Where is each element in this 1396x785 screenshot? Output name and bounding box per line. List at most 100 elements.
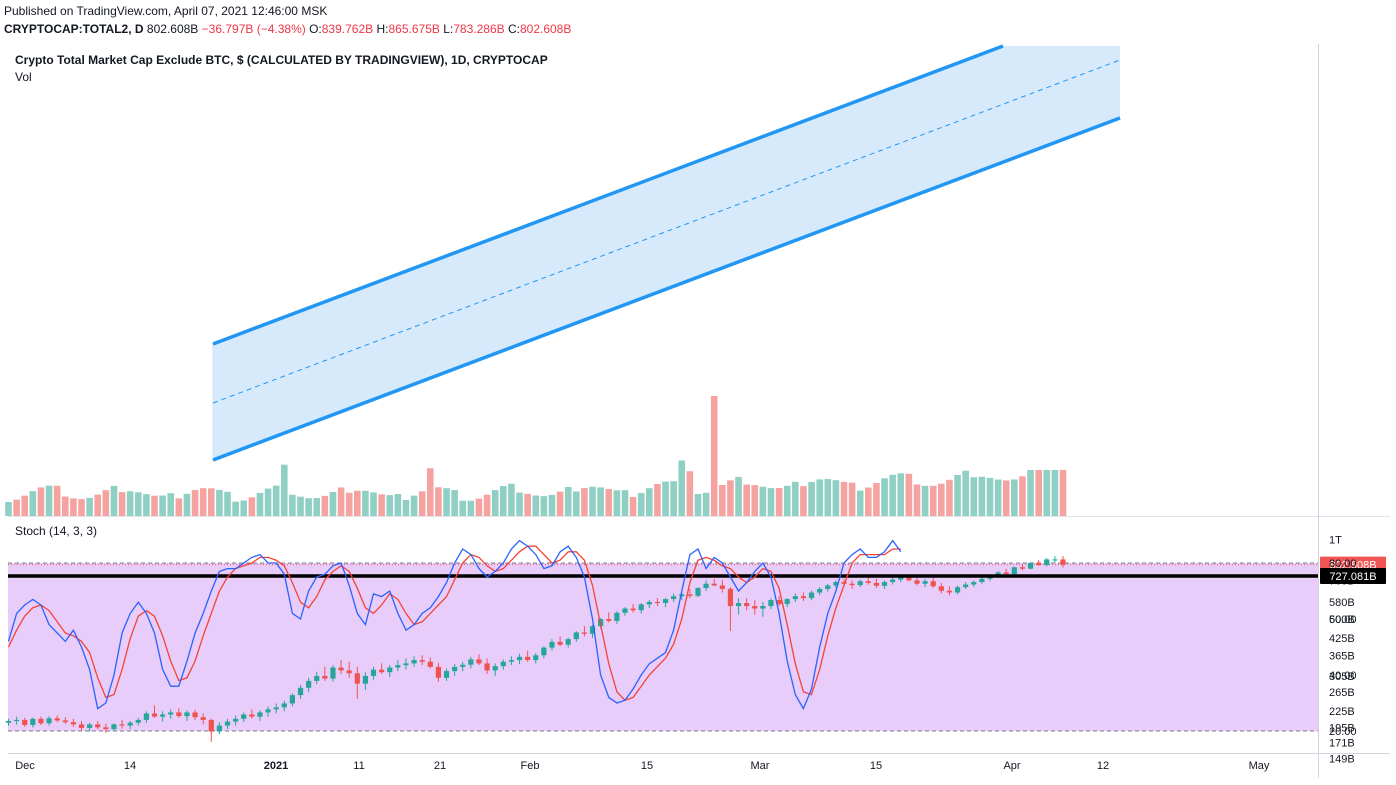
candle-body (346, 670, 352, 674)
price-tick-label: 149B (1329, 753, 1355, 765)
volume-bar (573, 491, 580, 516)
volume-bar (264, 488, 272, 516)
volume-bar (435, 487, 442, 516)
volume-bar (386, 495, 394, 516)
volume-bar (678, 460, 686, 516)
volume-bar (848, 482, 856, 516)
open-value: 839.762B (321, 22, 374, 36)
main-pane-legend: Crypto Total Market Cap Exclude BTC, $ (… (15, 52, 548, 86)
channel-fill (213, 46, 1120, 460)
volume-bar (151, 495, 158, 516)
candle-body (208, 719, 214, 732)
volume-bar (873, 482, 880, 516)
candle-body (314, 675, 320, 681)
candle-body (946, 590, 953, 593)
candle-body (192, 712, 198, 718)
volume-bar (613, 490, 621, 516)
candle-body (841, 582, 847, 584)
volume-bar (232, 501, 239, 516)
candle-body (62, 720, 68, 723)
time-tick-label: 14 (124, 760, 136, 772)
change-value: −36.797B (−4.38%) (201, 22, 306, 36)
candle-body (127, 722, 133, 726)
volume-bar (743, 484, 750, 516)
candle-body (914, 580, 920, 584)
candle-body (143, 713, 149, 720)
volume-bar (913, 484, 921, 516)
volume-bar (321, 495, 329, 516)
price-tick-label: 580B (1329, 597, 1355, 609)
candle-body (419, 660, 425, 662)
candle-body (151, 713, 158, 717)
candle-body (224, 721, 231, 726)
volume-bars (5, 396, 1067, 516)
candle-body (30, 718, 36, 725)
time-tick-label: 15 (870, 760, 882, 772)
candle-body (533, 655, 539, 661)
volume-bar (78, 499, 85, 516)
volume-bar (289, 494, 296, 516)
time-tick-label: 12 (1097, 760, 1109, 772)
volume-bar (792, 481, 799, 516)
close-value: 802.608B (519, 22, 572, 36)
volume-bar (126, 491, 134, 516)
candle-body (979, 578, 985, 583)
volume-bar (694, 493, 702, 516)
volume-bar (53, 485, 61, 516)
volume-bar (994, 479, 1002, 516)
volume-bar (467, 500, 475, 516)
candle-body (135, 719, 141, 723)
candle-body (654, 602, 661, 604)
volume-bar (556, 491, 564, 516)
volume-bar (483, 494, 491, 516)
volume-bar (629, 497, 637, 516)
candle-body (817, 588, 823, 593)
volume-bar (256, 492, 264, 516)
stoch-d-line (7, 545, 901, 701)
published-line: Published on TradingView.com, April 07, … (4, 4, 328, 18)
price-tick-label: 365B (1329, 650, 1355, 662)
candle-body (865, 581, 871, 583)
candle-body (711, 583, 717, 586)
candle-body (735, 603, 742, 607)
price-tick-label: 1T (1329, 534, 1342, 546)
volume-bar (240, 500, 248, 516)
volume-bar (589, 486, 596, 516)
support-tag-box (1320, 568, 1386, 585)
candle-body (1036, 562, 1042, 566)
candle-body (792, 596, 798, 600)
volume-bar (921, 485, 929, 516)
volume-bar (353, 490, 361, 516)
candle-body (95, 724, 101, 728)
candle-body (395, 665, 401, 668)
candle-body (1027, 562, 1034, 569)
volume-bar (978, 476, 986, 516)
volume-bar (889, 474, 896, 516)
candle-body (890, 579, 896, 583)
candle-body (849, 583, 855, 586)
candle-body (1044, 559, 1050, 566)
candle-body (873, 582, 880, 586)
volume-bar (986, 477, 994, 516)
candle-body (160, 714, 166, 717)
candle-body (760, 606, 766, 609)
volume-bar (1002, 480, 1010, 516)
candle-body (606, 619, 612, 621)
chart-title: Crypto Total Market Cap Exclude BTC, $ (… (15, 53, 548, 67)
candle-body (500, 661, 506, 667)
candle-body (370, 669, 377, 676)
candle-body (103, 727, 109, 730)
volume-bar (459, 500, 467, 516)
time-tick-label: 15 (641, 760, 653, 772)
candle-body (443, 671, 450, 678)
volume-bar (532, 495, 540, 516)
candle-body (971, 582, 977, 585)
candle-body (297, 687, 304, 696)
volume-bar (897, 473, 905, 516)
candle-body (403, 663, 409, 666)
volume-bar (21, 495, 29, 516)
candle-body (662, 599, 669, 604)
volume-bar (183, 493, 191, 516)
volume-bar (394, 494, 402, 516)
